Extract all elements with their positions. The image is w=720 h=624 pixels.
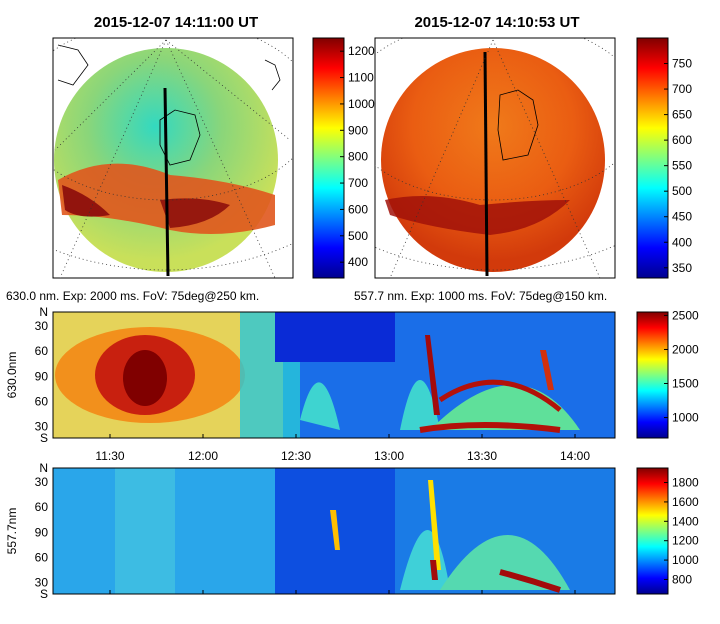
k557y-label-6: S — [40, 587, 48, 601]
cb630img-tick-7: 1100 — [348, 71, 374, 85]
k557y-label-5: 30 — [35, 576, 49, 590]
k630y-label-5: 30 — [35, 420, 49, 434]
k630y-label-3: 90 — [35, 369, 49, 383]
image-2-title: 2015-12-07 14:10:53 UT — [414, 14, 579, 31]
cb557img-tick-0: 350 — [672, 261, 692, 275]
cb630img-tick-0: 400 — [348, 255, 368, 269]
image-2-caption: 557.7 nm. Exp: 1000 ms. FoV: 75deg@150 k… — [354, 289, 607, 303]
cb630img-tick-8: 1200 — [348, 44, 375, 58]
cb557img-tick-6: 650 — [672, 108, 692, 122]
allsky-630-panel — [52, 37, 294, 279]
coastline-svalbard — [159, 109, 201, 166]
xtick-label-1: 12:00 — [188, 449, 218, 463]
k557y-label-0: N — [39, 461, 48, 475]
colorbar-557-keogram-ticks: 800 1000 1200 1400 1600 1800 — [664, 476, 699, 586]
k557y-label-3: 90 — [35, 525, 49, 539]
cb557img-tick-5: 600 — [672, 133, 692, 147]
cb630img-tick-4: 800 — [348, 150, 368, 164]
xtick-label-5: 14:00 — [560, 449, 590, 463]
colorbar-630-keogram-ticks: 1000 1500 2000 2500 — [664, 308, 699, 425]
colorbar-557-image-ticks: 350 400 450 500 550 600 650 700 750 — [664, 57, 692, 275]
cb630img-tick-2: 600 — [348, 202, 368, 216]
colorbar-630-image — [312, 37, 345, 279]
cb630keo-tick-2: 2000 — [672, 342, 699, 356]
meridian-line-2 — [483, 51, 489, 277]
colorbar-630-keogram — [636, 311, 669, 439]
xtick-label-2: 12:30 — [281, 449, 311, 463]
cb630img-tick-1: 500 — [348, 229, 368, 243]
xtick-label-4: 13:30 — [467, 449, 497, 463]
keogram-xticks: 11:30 12:00 12:30 13:00 13:30 14:00 — [95, 434, 590, 594]
k630y-label-4: 60 — [35, 394, 49, 408]
cb557img-tick-7: 700 — [672, 82, 692, 96]
k557y-label-2: 60 — [35, 500, 49, 514]
cb557keo-tick-1: 1000 — [672, 553, 699, 567]
cb630keo-tick-0: 1000 — [672, 411, 699, 425]
cb557img-tick-4: 550 — [672, 159, 692, 173]
cb630img-tick-5: 900 — [348, 123, 368, 137]
colorbar-557-keogram — [636, 467, 669, 595]
image-1-title: 2015-12-07 14:11:00 UT — [94, 14, 258, 31]
xtick-label-0: 11:30 — [95, 449, 124, 463]
cb557keo-tick-5: 1800 — [672, 476, 699, 490]
cb557img-tick-3: 500 — [672, 184, 692, 198]
image-1-caption: 630.0 nm. Exp: 2000 ms. FoV: 75deg@250 k… — [6, 289, 259, 303]
xtick-label-3: 13:00 — [374, 449, 404, 463]
cb630keo-tick-1: 1500 — [672, 377, 699, 391]
allsky-557-panel — [374, 37, 616, 279]
meridian-line — [163, 87, 170, 277]
aurora-band-557 — [385, 196, 570, 235]
cb557keo-tick-3: 1400 — [672, 514, 699, 528]
cb557img-tick-1: 400 — [672, 235, 692, 249]
graticule — [53, 38, 293, 278]
cb630keo-tick-3: 2500 — [672, 308, 699, 322]
allsky-557-disk — [381, 48, 605, 272]
k630y-label-1: 30 — [35, 319, 49, 333]
k557y-label-4: 60 — [35, 550, 49, 564]
cb557keo-tick-0: 800 — [672, 572, 692, 586]
colorbar-557-image — [636, 37, 669, 279]
keogram-630 — [52, 311, 616, 439]
keogram-557-ylabel: 557.7nm — [5, 508, 19, 555]
cb630img-tick-3: 700 — [348, 176, 368, 190]
cb630img-tick-6: 1000 — [348, 97, 375, 111]
k630y-label-6: S — [40, 431, 48, 445]
cb557img-tick-2: 450 — [672, 210, 692, 224]
k557y-label-1: 30 — [35, 475, 49, 489]
coastline-svalbard-2 — [497, 89, 539, 161]
colorbar-630-image-ticks: 400 500 600 700 800 900 1000 1100 1200 — [340, 44, 375, 269]
keogram-630-ylabel: 630.0nm — [5, 352, 19, 399]
cb557img-tick-8: 750 — [672, 57, 692, 71]
cb557keo-tick-2: 1200 — [672, 534, 699, 548]
cb557keo-tick-4: 1600 — [672, 495, 699, 509]
keogram-557 — [52, 467, 616, 595]
k630y-label-2: 60 — [35, 344, 49, 358]
coastline-greenland — [57, 44, 89, 86]
k630y-label-0: N — [39, 305, 48, 319]
